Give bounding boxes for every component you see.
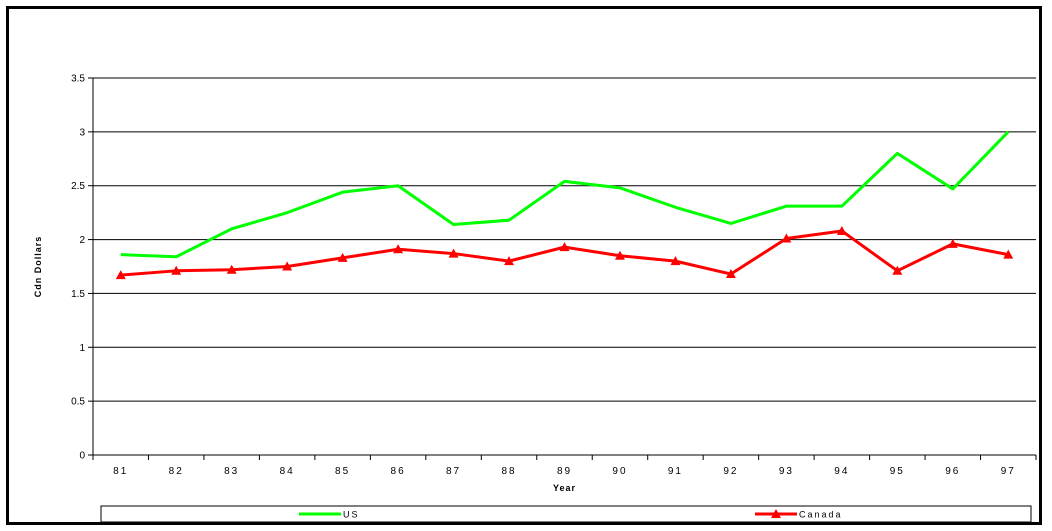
data-point-canada <box>115 270 126 280</box>
gridlines <box>93 77 1036 402</box>
data-point-canada <box>1003 249 1014 259</box>
x-tick-label: 82 <box>169 466 184 477</box>
x-axis-ticks: 81 82 83 84 85 86 87 88 89 90 91 92 93 94 95 96 97 <box>92 455 1037 477</box>
data-point-canada <box>448 248 459 258</box>
data-point-canada <box>282 261 293 271</box>
y-tick-label: 0.5 <box>71 397 85 408</box>
series-us <box>120 130 1010 259</box>
legend-label-canada: Canada <box>799 510 843 520</box>
legend: US Canada <box>100 505 1032 522</box>
y-tick-label: 3 <box>79 127 85 138</box>
x-tick-label: 81 <box>113 466 128 477</box>
y-axis-ticks: 0 0.5 1 1.5 2 2.5 3 3.5 <box>71 74 93 462</box>
x-tick-label: 83 <box>224 466 239 477</box>
data-point-canada <box>226 264 237 274</box>
x-tick-label: 92 <box>723 466 738 477</box>
series-canada <box>115 225 1014 280</box>
x-tick-label: 93 <box>779 466 794 477</box>
y-tick-label: 2 <box>79 235 85 246</box>
data-point-canada <box>614 250 625 260</box>
data-point-canada <box>725 269 736 279</box>
series-layer <box>115 130 1014 280</box>
x-tick-label: 94 <box>834 466 849 477</box>
x-tick-label: 96 <box>945 466 960 477</box>
legend-marker-canada <box>771 509 781 518</box>
data-point-canada <box>393 244 404 254</box>
y-tick-label: 3.5 <box>71 74 85 85</box>
x-tick-label: 90 <box>612 466 627 477</box>
y-tick-label: 0 <box>79 451 85 462</box>
x-tick-label: 86 <box>391 466 406 477</box>
x-tick-label: 95 <box>890 466 905 477</box>
data-point-canada <box>504 256 515 266</box>
x-axis-title: Year <box>553 483 576 493</box>
data-point-canada <box>337 252 348 262</box>
data-point-canada <box>947 238 958 248</box>
x-tick-label: 89 <box>557 466 572 477</box>
x-tick-label: 88 <box>501 466 516 477</box>
x-tick-label: 87 <box>446 466 461 477</box>
series-line-us <box>120 130 1010 259</box>
x-tick-label: 91 <box>668 466 683 477</box>
y-axis-title: Cdn Dollars <box>33 236 43 298</box>
data-point-canada <box>836 225 847 235</box>
data-point-canada <box>171 265 182 275</box>
legend-box <box>100 505 1032 522</box>
x-tick-label: 84 <box>280 466 295 477</box>
data-point-canada <box>892 265 903 275</box>
y-tick-label: 1 <box>79 343 85 354</box>
data-point-canada <box>670 256 681 266</box>
y-tick-label: 2.5 <box>71 181 85 192</box>
x-tick-label: 97 <box>1001 466 1016 477</box>
legend-label-us: US <box>343 510 360 520</box>
y-tick-label: 1.5 <box>71 289 85 300</box>
chart-frame: 0 0.5 1 1.5 2 2.5 3 3.5 81 82 83 84 85 86 87 88 89 90 91 9… <box>6 6 1042 525</box>
line-chart: 0 0.5 1 1.5 2 2.5 3 3.5 81 82 83 84 85 86 87 88 89 90 91 9… <box>33 74 1037 522</box>
axes <box>92 78 1036 456</box>
data-point-canada <box>559 242 570 252</box>
x-tick-label: 85 <box>335 466 350 477</box>
series-line-canada <box>120 229 1009 277</box>
data-point-canada <box>781 233 792 243</box>
